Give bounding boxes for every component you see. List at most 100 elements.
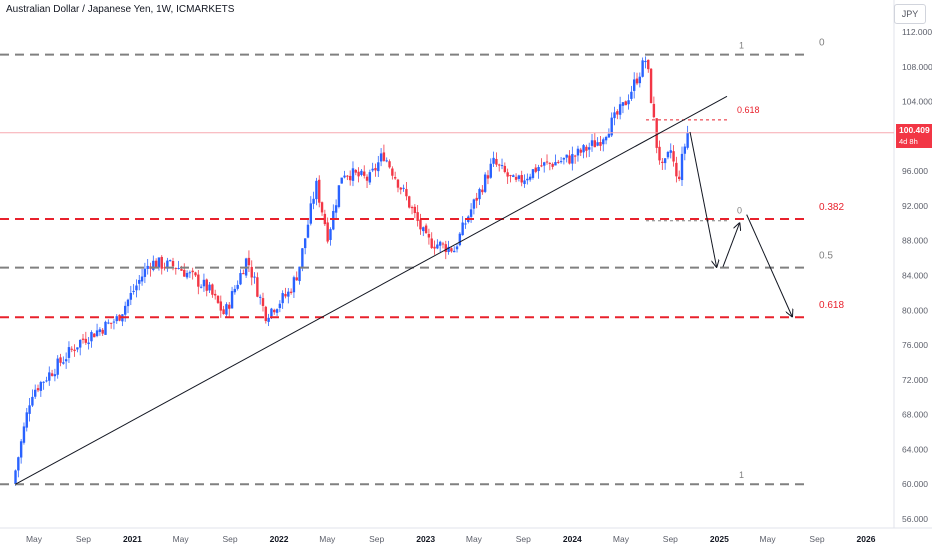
candle [265,306,267,324]
candle [31,389,33,407]
candle [549,162,551,170]
y-tick-label: 68.000 [902,410,928,420]
fib-level-label: 0.382 [819,202,844,213]
candle-body [456,246,458,249]
candle-body [363,172,365,176]
candle [681,147,683,186]
candle [259,295,261,305]
candle-body [265,307,267,321]
candle [318,175,320,207]
bar-countdown: 4d 8h [899,136,929,147]
candle-body [352,168,354,181]
candle [554,154,556,165]
candle [352,161,354,186]
candle-body [138,280,140,284]
candle-body [40,382,42,391]
candle-body [625,101,627,105]
candle [661,158,663,170]
currency-button[interactable]: JPY [894,4,926,24]
candle [96,324,98,337]
candle-body [650,69,652,103]
candle-body [681,154,683,180]
candle [121,314,123,326]
candle [57,355,59,379]
candle-body [51,373,53,376]
candle [630,86,632,101]
candle-body [647,60,649,69]
candle-body [172,261,174,266]
candle [540,158,542,167]
candle [588,143,590,157]
candle [602,137,604,151]
candle [127,299,129,313]
candle [664,158,666,170]
candle [672,145,674,167]
candle-body [644,61,646,62]
x-tick-label: Sep [369,534,384,544]
candle-body [65,359,67,361]
candle [343,171,345,179]
candle-body [256,277,258,296]
candle-body [585,147,587,151]
candle [82,334,84,344]
candle-body [146,266,148,269]
candle-body [566,155,568,158]
candle-body [521,175,523,182]
candle [90,330,92,348]
candle [177,261,179,270]
candle-body [96,330,98,336]
candle-body [526,179,528,180]
candle [293,276,295,298]
candle [284,288,286,299]
candle [51,370,53,377]
candle-body [99,329,101,332]
candle-body [478,189,480,199]
candle [200,284,202,288]
candle [310,196,312,225]
candle-body [537,167,539,171]
candle [324,210,326,226]
candle-body [191,271,193,272]
candle-body [675,163,677,176]
candle-body [605,137,607,140]
candle [312,192,314,209]
fib-left-label: 1 [739,470,744,480]
small-fib-label: 0 [737,206,742,216]
candle-body [571,154,573,164]
candle-body [259,297,261,298]
candle-body [473,199,475,208]
candle [566,154,568,162]
candle-body [76,347,78,349]
candle-body [636,79,638,84]
candle-body [175,268,177,269]
candle-body [127,300,129,306]
candle-body [487,175,489,178]
candle [220,296,222,318]
candle [686,126,688,150]
candle [450,247,452,253]
candle-body [428,234,430,238]
candle [537,165,539,179]
candle [397,179,399,192]
candle [670,143,672,158]
candle-body [161,257,163,269]
candle [248,250,250,272]
candle [242,270,244,275]
candle-body [270,309,272,317]
candle [515,173,517,182]
fib-level-label: 0 [819,38,825,49]
candle-body [211,284,213,294]
candle [596,137,598,146]
candle [48,366,50,385]
candle [225,302,227,316]
candle-body [20,441,22,457]
candle-body [515,177,517,180]
candle-body [450,248,452,251]
candle [144,263,146,283]
x-tick-label: 2024 [563,534,582,544]
candle-body [442,243,444,244]
candle [231,287,233,309]
candle-body [290,292,292,293]
